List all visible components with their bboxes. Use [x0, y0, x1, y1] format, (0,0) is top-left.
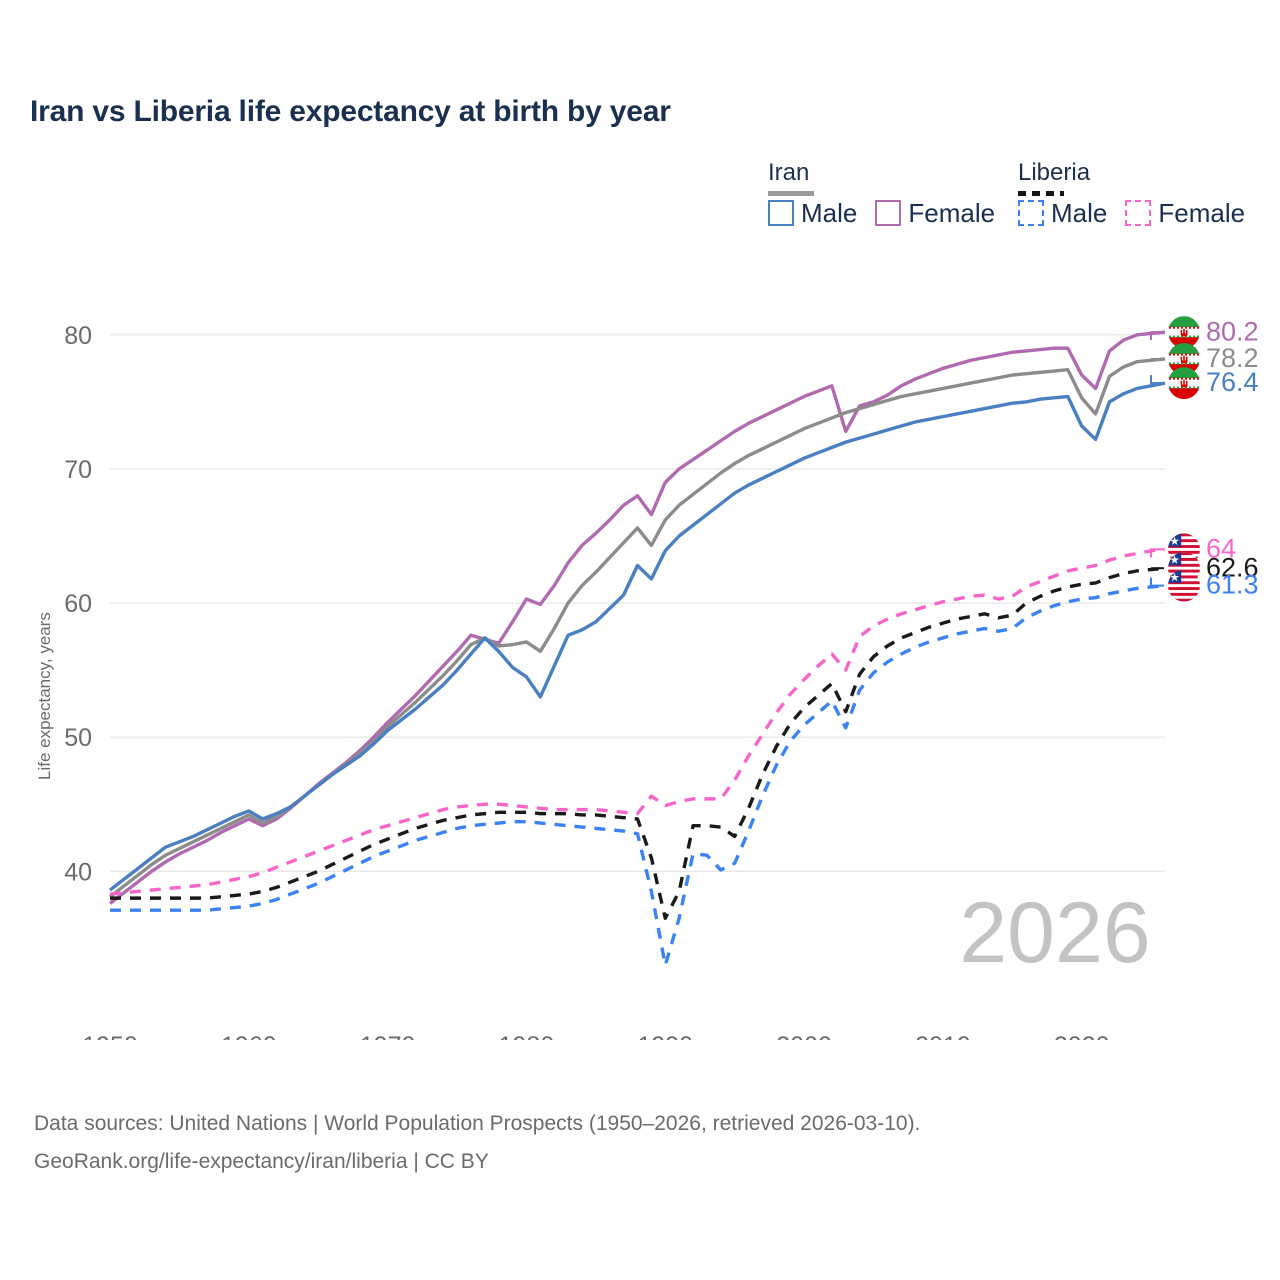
- legend-item-liberia-female[interactable]: Female: [1125, 200, 1245, 226]
- y-tick-label: 80: [64, 322, 92, 350]
- legend-swatch-iran-female: [875, 200, 902, 226]
- legend-country-liberia: Liberia: [1018, 159, 1091, 186]
- legend-swatch-liberia-male: [1018, 200, 1044, 226]
- end-label-connector: [1150, 548, 1164, 558]
- x-tick-label: 2020: [1054, 1032, 1110, 1040]
- end-label-value: 62.6: [1206, 552, 1259, 582]
- x-axis-tick-labels: 1950 1960 1970 1980 1990 2000 2010 2020: [82, 1032, 1109, 1040]
- legend-item-liberia-male[interactable]: Male: [1018, 200, 1107, 226]
- end-label-value: 64: [1206, 534, 1236, 564]
- footer-data-sources: Data sources: United Nations | World Pop…: [34, 1112, 921, 1135]
- series-line-liberia-female: [109, 547, 1166, 896]
- legend-label-iran-female: Female: [908, 198, 996, 228]
- footer: Data sources: United Nations | World Pop…: [34, 1105, 1234, 1181]
- end-label-connector: [1150, 375, 1164, 385]
- legend-group-liberia: Liberia Male Female: [1018, 159, 1245, 226]
- end-label-connector: [1150, 331, 1164, 341]
- x-tick-label: 2000: [776, 1032, 832, 1040]
- legend-label-iran-male: Male: [801, 198, 858, 228]
- y-axis-title: Life expectancy, years: [35, 612, 54, 780]
- iran-flag-icon: [1168, 367, 1200, 399]
- y-axis-tick-labels: 40 50 60 70 80: [64, 322, 92, 886]
- chart-legend: Iran Male Female Liberia Male: [760, 160, 1260, 240]
- chart-plot-area: 40 50 60 70 80 1950 1960 1970 1980 1990 2000 2010 2…: [0, 250, 1280, 1040]
- legend-item-iran-female[interactable]: Female: [875, 200, 995, 226]
- end-label: 64: [1150, 533, 1236, 565]
- legend-rule-iran: [768, 191, 814, 196]
- end-label: 76.4: [1150, 367, 1259, 399]
- x-tick-label: 1980: [499, 1032, 555, 1040]
- end-label-value: 76.4: [1206, 367, 1259, 397]
- year-watermark: 2026: [959, 885, 1150, 981]
- data-series: [108, 330, 1166, 967]
- legend-group-iran: Iran Male Female: [768, 159, 995, 226]
- legend-label-liberia-male: Male: [1051, 198, 1108, 228]
- line-chart: 40 50 60 70 80 1950 1960 1970 1980 1990 2000 2010 2…: [35, 250, 1259, 1040]
- end-label: 78.2: [1151, 343, 1259, 375]
- end-label: 61.3: [1150, 570, 1259, 602]
- end-label-value: 80.2: [1206, 316, 1259, 346]
- y-tick-label: 50: [64, 724, 92, 752]
- y-tick-label: 40: [64, 858, 92, 886]
- footer-attribution: GeoRank.org/life-expectancy/iran/liberia…: [34, 1150, 489, 1173]
- legend-item-iran-male[interactable]: Male: [768, 200, 857, 226]
- y-tick-label: 60: [64, 590, 92, 618]
- legend-swatch-iran-male: [768, 200, 794, 226]
- series-line-liberia-total: [110, 566, 1166, 920]
- x-tick-label: 2010: [915, 1032, 971, 1040]
- x-tick-label: 1970: [360, 1032, 416, 1040]
- x-tick-label: 1960: [221, 1032, 277, 1040]
- end-label-value: 61.3: [1206, 570, 1259, 600]
- gridlines: [110, 334, 1165, 872]
- legend-rule-liberia: [1018, 191, 1064, 196]
- end-label-value: 78.2: [1206, 343, 1259, 373]
- end-label: 80.2: [1150, 316, 1259, 348]
- liberia-flag-icon: [1168, 570, 1200, 602]
- x-tick-label: 1990: [637, 1032, 693, 1040]
- series-line-liberia-male: [110, 583, 1166, 967]
- end-label-connector: [1150, 577, 1164, 587]
- legend-label-liberia-female: Female: [1158, 198, 1246, 228]
- end-label: 62.6: [1151, 552, 1259, 584]
- page-title: Iran vs Liberia life expectancy at birth…: [30, 95, 671, 128]
- legend-country-iran: Iran: [768, 159, 810, 186]
- series-line-iran-male: [108, 381, 1166, 892]
- legend-swatch-liberia-female: [1125, 200, 1152, 226]
- y-tick-label: 70: [64, 456, 92, 484]
- x-tick-label: 1950: [82, 1032, 138, 1040]
